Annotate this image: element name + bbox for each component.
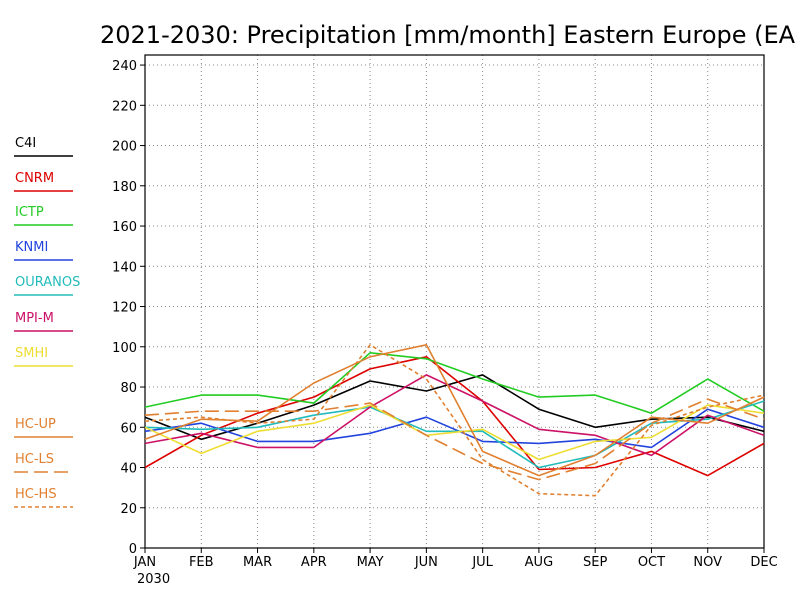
- legend-label-ictp: ICTP: [15, 205, 44, 220]
- series-line-knmi: [144, 408, 765, 449]
- grid: [145, 55, 764, 548]
- legend-label-c4i: C4I: [15, 136, 36, 151]
- legend-label-knmi: KNMI: [15, 240, 48, 255]
- y-tick-label: 220: [112, 99, 137, 114]
- series-line-hc-up: [144, 343, 765, 477]
- x-tick-label: NOV: [693, 555, 722, 570]
- y-tick-label: 20: [120, 502, 137, 517]
- x-tick-label: SEP: [583, 555, 607, 570]
- legend-label-hc-hs: HC-HS: [15, 487, 57, 502]
- y-tick-label: 180: [112, 180, 137, 195]
- y-tick-label: 240: [112, 59, 137, 74]
- y-tick-label: 100: [112, 341, 137, 356]
- series-line-ictp: [144, 351, 765, 415]
- x-tick-label: DEC: [750, 555, 777, 570]
- y-tick-label: 80: [120, 381, 137, 396]
- x-tick-label: JUL: [471, 555, 493, 570]
- series-line-hc-ls: [144, 398, 765, 481]
- series-line-mpi-m: [144, 374, 765, 457]
- x-tick-label: MAR: [243, 555, 272, 570]
- x-tick-label: AUG: [525, 555, 553, 570]
- y-tick-label: 120: [112, 301, 137, 316]
- y-tick-label: 0: [129, 542, 137, 557]
- legend-label-mpi-m: MPI-M: [15, 311, 54, 326]
- x-tick-label: OCT: [638, 555, 665, 570]
- x-year-label: 2030: [137, 572, 170, 587]
- y-tick-label: 140: [112, 260, 137, 275]
- series-lines: [144, 343, 765, 497]
- x-tick-label: JUN: [414, 555, 438, 570]
- chart-title: 2021-2030: Precipitation [mm/month] East…: [100, 21, 796, 49]
- axes: 0 20 40 60 80 100 120 140 160 180 200 220 240 JAN FEB M…: [112, 54, 778, 570]
- legend-label-ouranos: OURANOS: [15, 275, 80, 290]
- y-tick-label: 40: [120, 462, 137, 477]
- series-line-cnrm: [144, 355, 765, 477]
- legend: C4I CNRM ICTP KNMI OURANOS MPI-M SMHI HC-UP HC-L…: [14, 136, 80, 508]
- y-tick-label: 160: [112, 220, 137, 235]
- series-line-smhi: [144, 404, 765, 461]
- x-tick-label: FEB: [189, 555, 214, 570]
- y-tick-label: 60: [120, 421, 137, 436]
- x-tick-label: JAN: [133, 555, 156, 570]
- x-tick-label: MAY: [357, 555, 384, 570]
- series-line-ouranos: [144, 400, 765, 469]
- legend-label-cnrm: CNRM: [15, 171, 54, 186]
- legend-label-smhi: SMHI: [15, 346, 48, 361]
- legend-label-hc-up: HC-UP: [15, 417, 56, 432]
- legend-label-hc-ls: HC-LS: [15, 452, 54, 467]
- plot-frame: [144, 54, 765, 549]
- x-tick-label: APR: [301, 555, 327, 570]
- y-tick-label: 200: [112, 140, 137, 155]
